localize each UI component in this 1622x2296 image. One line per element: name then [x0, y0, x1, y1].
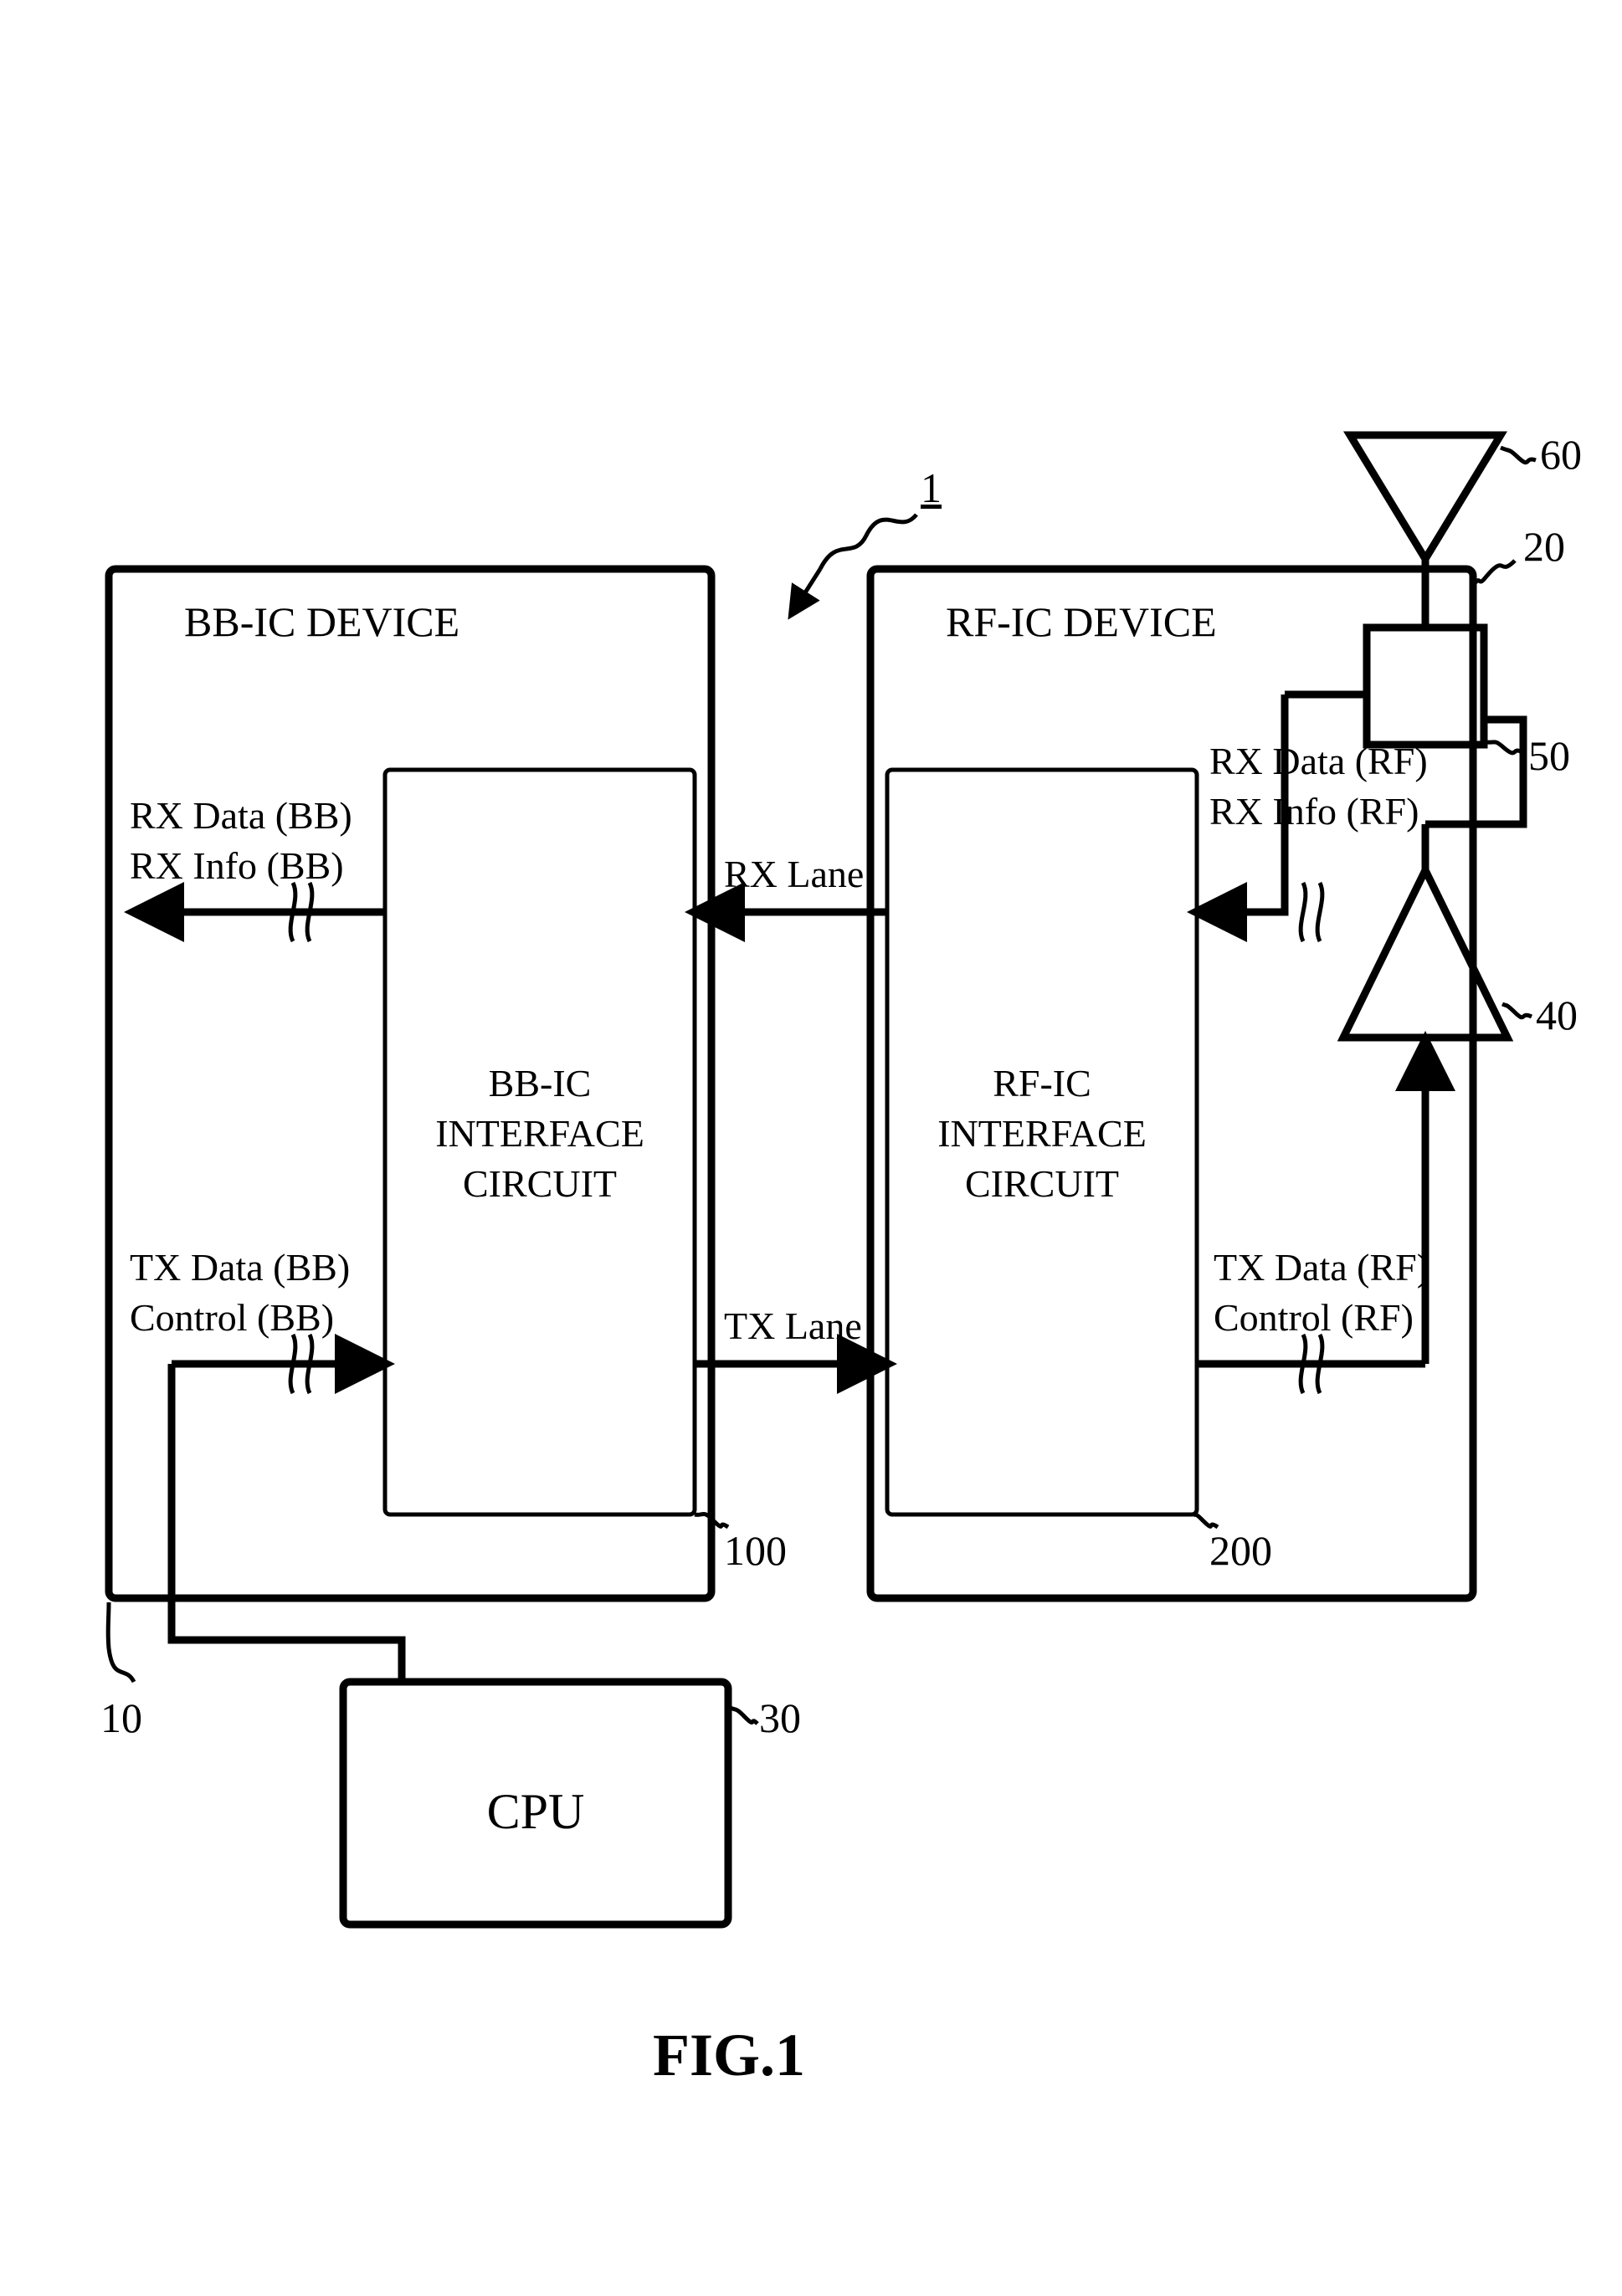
rf-device-title: RF-IC DEVICE [946, 598, 1217, 645]
ref-amp: 40 [1536, 992, 1578, 1038]
rf-iface-line3: CIRCUIT [965, 1162, 1119, 1205]
ref-rf-iface: 200 [1209, 1527, 1272, 1574]
ref-rf-device-lead [1473, 561, 1515, 586]
antenna-icon [1350, 435, 1501, 628]
ref-switch: 50 [1528, 732, 1570, 779]
rf-iface-line2: INTERFACE [937, 1112, 1147, 1155]
bb-tx-label1: TX Data (BB) [130, 1246, 350, 1289]
figure-caption: FIG.1 [653, 2022, 805, 2088]
ref-antenna-lead [1501, 448, 1536, 463]
ref-cpu-lead [728, 1707, 757, 1724]
rf-rx-pair-icon [1301, 883, 1322, 941]
bb-tx-label2: Control (BB) [130, 1296, 334, 1339]
bb-iface-line2: INTERFACE [435, 1112, 644, 1155]
bb-iface-line3: CIRCUIT [463, 1162, 617, 1205]
rx-lane-label: RX Lane [724, 853, 864, 895]
bb-rx-label2: RX Info (BB) [130, 844, 344, 887]
ref-cpu: 30 [759, 1694, 801, 1741]
ref-overall-lead [820, 515, 916, 569]
amplifier-icon [1343, 870, 1507, 1038]
ref-bb-iface: 100 [724, 1527, 787, 1574]
cpu-label: CPU [487, 1784, 585, 1839]
ref-overall: 1 [921, 464, 942, 511]
figure-canvas: 1 BB-IC DEVICE 10 RF-IC DEVICE 20 BB-IC … [0, 0, 1622, 2296]
bb-rx-label1: RX Data (BB) [130, 794, 352, 837]
rf-tx-label1: TX Data (RF) [1214, 1246, 1430, 1289]
bb-tx-source-line [172, 1364, 402, 1682]
rf-tx-label2: Control (RF) [1214, 1296, 1414, 1339]
ref-amp-lead [1502, 1004, 1532, 1017]
rf-iface-line1: RF-IC [993, 1062, 1091, 1104]
ref-bb-device-lead [108, 1602, 134, 1682]
rf-rx-label2: RX Info (RF) [1209, 790, 1419, 833]
switch-box [1367, 628, 1484, 745]
ref-overall-arrow [791, 569, 820, 615]
rf-device-box [870, 569, 1473, 1598]
rf-rx-label1: RX Data (RF) [1209, 740, 1428, 782]
bb-device-title: BB-IC DEVICE [184, 598, 459, 645]
ref-rf-iface-lead [1194, 1514, 1218, 1527]
ref-bb-device: 10 [100, 1694, 142, 1741]
ref-rf-device: 20 [1523, 523, 1565, 570]
ref-switch-lead [1484, 742, 1523, 753]
bb-device-box [109, 569, 711, 1598]
ref-antenna: 60 [1540, 431, 1582, 478]
tx-lane-label: TX Lane [724, 1304, 862, 1347]
bb-iface-line1: BB-IC [489, 1062, 592, 1104]
